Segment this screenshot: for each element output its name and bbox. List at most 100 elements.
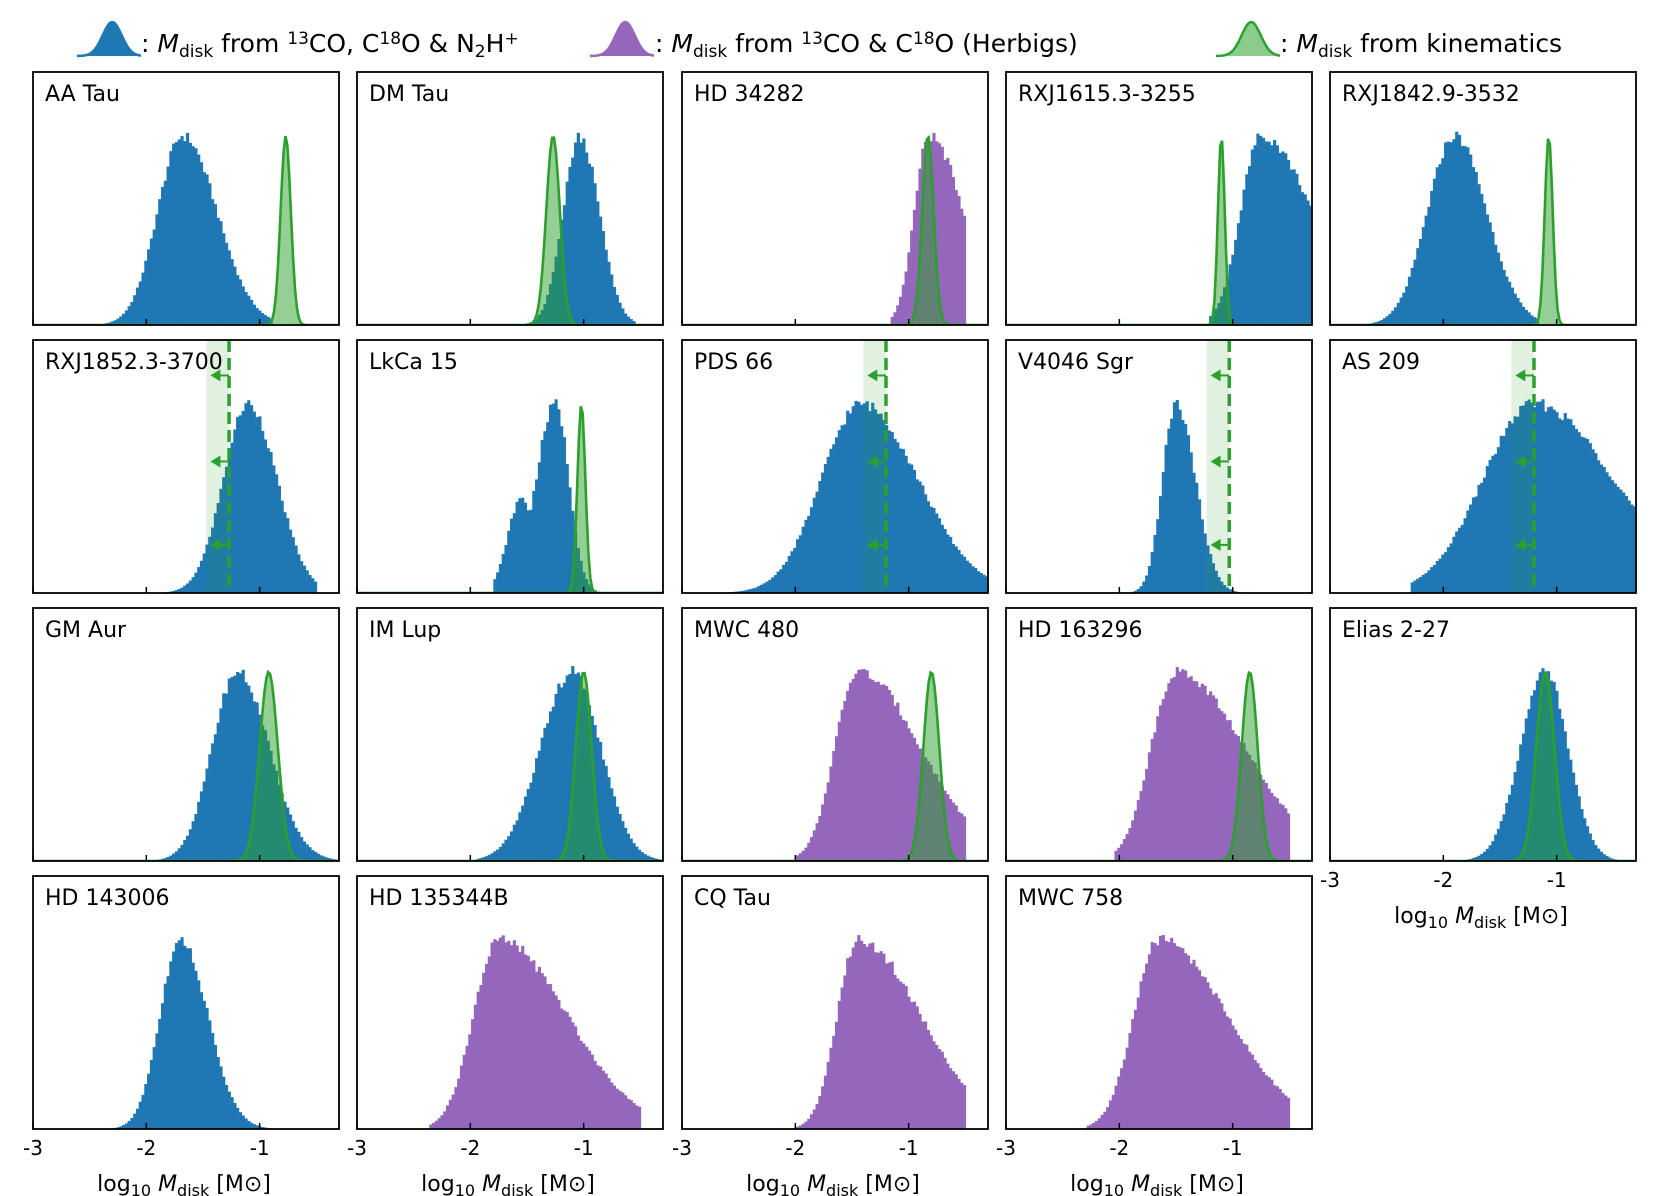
hist-bar xyxy=(821,1086,825,1129)
hist-bar xyxy=(1527,709,1531,861)
hist-bar xyxy=(169,151,173,325)
hist-bar xyxy=(649,856,653,861)
hist-bar xyxy=(529,961,533,1129)
hist-bar xyxy=(596,737,600,861)
panel-frame xyxy=(1329,339,1637,594)
hist-bar xyxy=(294,545,298,593)
hist-bar xyxy=(1610,480,1615,593)
hist-bar xyxy=(1120,844,1124,861)
hist-bar xyxy=(1608,857,1612,861)
hist-bar xyxy=(1633,506,1636,593)
hist-bar xyxy=(297,831,301,861)
hist-bar xyxy=(546,984,550,1129)
kinematic-fill xyxy=(1330,672,1636,861)
hist-bar xyxy=(593,1060,597,1129)
hist-bar xyxy=(1181,420,1185,593)
hist-bar xyxy=(496,849,500,861)
hist-bar xyxy=(1374,322,1378,325)
hist-bar xyxy=(1231,1025,1235,1129)
hist-bar xyxy=(1391,310,1395,325)
hist-bar xyxy=(468,1034,472,1129)
panel-title: HD 34282 xyxy=(694,82,804,107)
hist-bar xyxy=(186,132,190,325)
hist-bar xyxy=(1281,1093,1285,1129)
hist-bar xyxy=(812,1109,816,1129)
hist-bar xyxy=(169,961,173,1129)
hist-bar xyxy=(954,546,958,593)
hist-bar xyxy=(1402,292,1406,325)
panel-11: IM Lup xyxy=(356,607,664,862)
hist-bar xyxy=(261,313,265,325)
hist-bar xyxy=(174,851,179,861)
hist-bar xyxy=(208,536,212,593)
legend-label-purple: : Mdisk from 13CO & C18O (Herbigs) xyxy=(655,29,1078,62)
hist-bar xyxy=(482,972,486,1129)
hist-bar xyxy=(632,1103,636,1129)
hist-bar xyxy=(202,1000,206,1129)
hist-bar xyxy=(826,456,830,593)
hist-bar xyxy=(860,404,864,593)
hist-bar xyxy=(1469,504,1473,593)
hist-bar xyxy=(1516,416,1520,593)
hist-bar xyxy=(599,1066,603,1129)
hist-bar xyxy=(1513,293,1517,325)
panel-frame xyxy=(681,875,989,1130)
hist-bar xyxy=(135,287,140,325)
hist-bar xyxy=(233,429,237,593)
hist-bar xyxy=(188,580,192,593)
hist-bar xyxy=(1133,590,1138,593)
hist-bar xyxy=(1499,821,1503,861)
hist-bar xyxy=(149,1059,154,1129)
hist-bar xyxy=(459,1065,464,1129)
hist-bar xyxy=(1385,316,1389,325)
hist-bar xyxy=(1491,841,1495,861)
hist-bar xyxy=(823,1075,828,1129)
panel-frame xyxy=(356,71,664,326)
panels: AA Tau DM Tau HD 34282 RXJ1615.3-3255 RXJ184… xyxy=(23,71,1637,1196)
x-tick-label: -3 xyxy=(996,1136,1016,1160)
hist-bar xyxy=(197,154,201,325)
hist-bar xyxy=(1161,935,1165,1129)
hist-bar xyxy=(462,1054,466,1129)
hist-bar xyxy=(940,524,944,593)
hist-bar xyxy=(621,821,625,861)
hist-bar xyxy=(815,1103,819,1129)
hist-bar xyxy=(1281,151,1285,325)
hist-bar xyxy=(1178,409,1182,593)
hist-bar xyxy=(1122,839,1127,861)
hist-bar xyxy=(498,564,503,593)
hist-bar xyxy=(1145,575,1149,593)
hist-bar xyxy=(823,793,828,861)
hist-bar xyxy=(1424,215,1428,325)
hist-bar xyxy=(865,401,869,593)
hist-bar xyxy=(227,678,231,861)
panel-title: LkCa 15 xyxy=(369,350,458,375)
hist-bar xyxy=(1455,531,1459,593)
hist-bar xyxy=(562,437,567,593)
limit-arrowhead xyxy=(1210,369,1221,382)
hist-bar xyxy=(135,1108,140,1129)
hist-bar xyxy=(626,833,631,861)
hist-bar xyxy=(1225,1016,1229,1129)
hist-bar xyxy=(829,448,833,593)
hist-bar xyxy=(754,587,758,593)
hist-bar xyxy=(230,1097,234,1129)
hist-bar xyxy=(308,574,312,593)
panel-frame xyxy=(1329,607,1637,862)
hist-bar xyxy=(604,249,608,325)
legend-icon-blue-line xyxy=(76,20,142,58)
hist-bar xyxy=(540,439,544,593)
x-axis-label: log10 Mdisk [M⊙] xyxy=(97,1172,271,1196)
hist-bar xyxy=(219,221,223,325)
hist-bar xyxy=(621,308,625,325)
legend-label-green-part: : xyxy=(1280,29,1296,58)
hist-bar xyxy=(180,136,184,325)
hist-bar xyxy=(882,953,886,1129)
hist-bar xyxy=(571,157,575,325)
hist-bar xyxy=(624,827,628,861)
hist-bar xyxy=(904,455,908,593)
hist-bar xyxy=(199,791,204,861)
hist-bar xyxy=(535,479,539,593)
hist-bar xyxy=(224,242,229,325)
hist-bar xyxy=(205,1007,209,1129)
